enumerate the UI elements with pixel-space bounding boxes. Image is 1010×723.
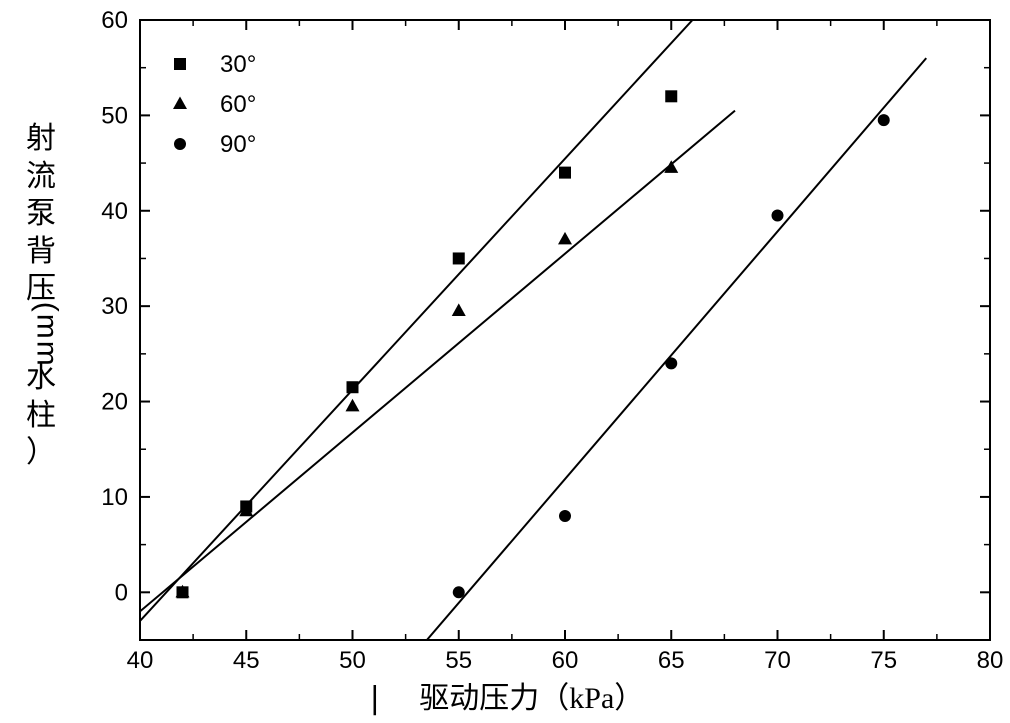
y-tick-label: 30 (101, 293, 128, 320)
y-tick-label: 60 (101, 7, 128, 34)
data-point-30° (453, 252, 465, 264)
y-tick-label: 10 (101, 484, 128, 511)
chart-container: 射 流 泵 背 压 (mm 水 柱 ） | 驱动压力（kPa） 40455055… (0, 0, 1010, 723)
data-point-60° (558, 232, 572, 245)
legend-marker-30° (174, 58, 186, 70)
data-point-60° (664, 160, 678, 173)
x-tick-label: 75 (870, 647, 897, 674)
y-tick-label: 0 (115, 579, 128, 606)
data-point-90° (453, 586, 465, 598)
data-point-90° (772, 210, 784, 222)
data-point-90° (665, 357, 677, 369)
x-tick-label: 55 (445, 647, 472, 674)
legend-marker-60° (173, 96, 187, 109)
data-point-60° (346, 399, 360, 412)
data-point-30° (347, 381, 359, 393)
fit-line-60° (140, 111, 735, 612)
data-point-90° (559, 510, 571, 522)
x-tick-label: 50 (339, 647, 366, 674)
x-tick-label: 70 (764, 647, 791, 674)
legend-label: 60° (220, 91, 256, 118)
y-tick-label: 50 (101, 102, 128, 129)
legend-label: 30° (220, 51, 256, 78)
plot-area (140, 20, 926, 640)
x-tick-label: 80 (977, 647, 1004, 674)
data-point-30° (559, 167, 571, 179)
plot-frame (140, 20, 990, 640)
chart-svg: 4045505560657075800102030405060'30°60°90… (0, 0, 1010, 723)
y-tick-label: 20 (101, 389, 128, 416)
data-point-60° (452, 303, 466, 316)
y-tick-label: 40 (101, 198, 128, 225)
legend-label: 90° (220, 131, 256, 158)
legend-marker-90° (174, 138, 186, 150)
x-tick-label: 60 (552, 647, 579, 674)
x-tick-label: 65 (658, 647, 685, 674)
data-point-30° (665, 90, 677, 102)
x-tick-label: 45 (233, 647, 260, 674)
data-point-90° (878, 114, 890, 126)
x-tick-label: 40 (127, 647, 154, 674)
fit-line-90° (427, 58, 926, 640)
